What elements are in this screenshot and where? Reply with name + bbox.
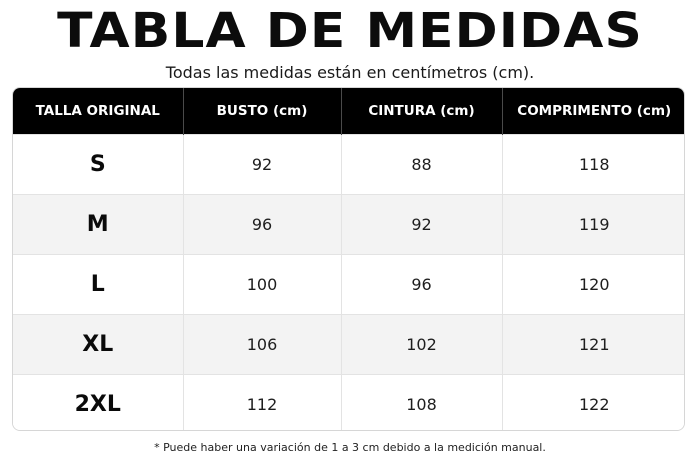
comprimento-value: 120 [502, 254, 684, 315]
cintura-value: 108 [341, 374, 503, 430]
cintura-value: 96 [341, 254, 503, 315]
cintura-value: 102 [341, 314, 503, 375]
table-row: 2XL 112 108 122 [13, 374, 684, 430]
comprimento-value: 118 [502, 134, 684, 195]
busto-value: 112 [183, 374, 342, 430]
table-row: XL 106 102 121 [13, 314, 684, 375]
comprimento-value: 119 [502, 194, 684, 255]
table-row: L 100 96 120 [13, 254, 684, 315]
size-chart-table-container: TALLA ORIGINAL BUSTO (cm) CINTURA (cm) C… [12, 87, 685, 431]
header-talla-original: TALLA ORIGINAL [13, 88, 184, 135]
table-row: S 92 88 118 [13, 134, 684, 195]
measurement-footnote: * Puede haber una variación de 1 a 3 cm … [154, 441, 546, 454]
page-title: TABLA DE MEDIDAS [57, 3, 643, 59]
size-label: S [13, 134, 184, 195]
size-label: XL [13, 314, 184, 375]
busto-value: 100 [183, 254, 342, 315]
page-subtitle: Todas las medidas están en centímetros (… [165, 63, 535, 82]
table-row: M 96 92 119 [13, 194, 684, 255]
busto-value: 96 [183, 194, 342, 255]
header-busto: BUSTO (cm) [183, 88, 342, 135]
comprimento-value: 122 [502, 374, 684, 430]
busto-value: 92 [183, 134, 342, 195]
busto-value: 106 [183, 314, 342, 375]
table-header-row: TALLA ORIGINAL BUSTO (cm) CINTURA (cm) C… [13, 88, 684, 135]
size-chart-table: TALLA ORIGINAL BUSTO (cm) CINTURA (cm) C… [13, 88, 684, 430]
size-label: L [13, 254, 184, 315]
comprimento-value: 121 [502, 314, 684, 375]
size-label: M [13, 194, 184, 255]
cintura-value: 92 [341, 194, 503, 255]
header-comprimento: COMPRIMENTO (cm) [502, 88, 684, 135]
header-cintura: CINTURA (cm) [341, 88, 503, 135]
cintura-value: 88 [341, 134, 503, 195]
size-label: 2XL [13, 374, 184, 430]
